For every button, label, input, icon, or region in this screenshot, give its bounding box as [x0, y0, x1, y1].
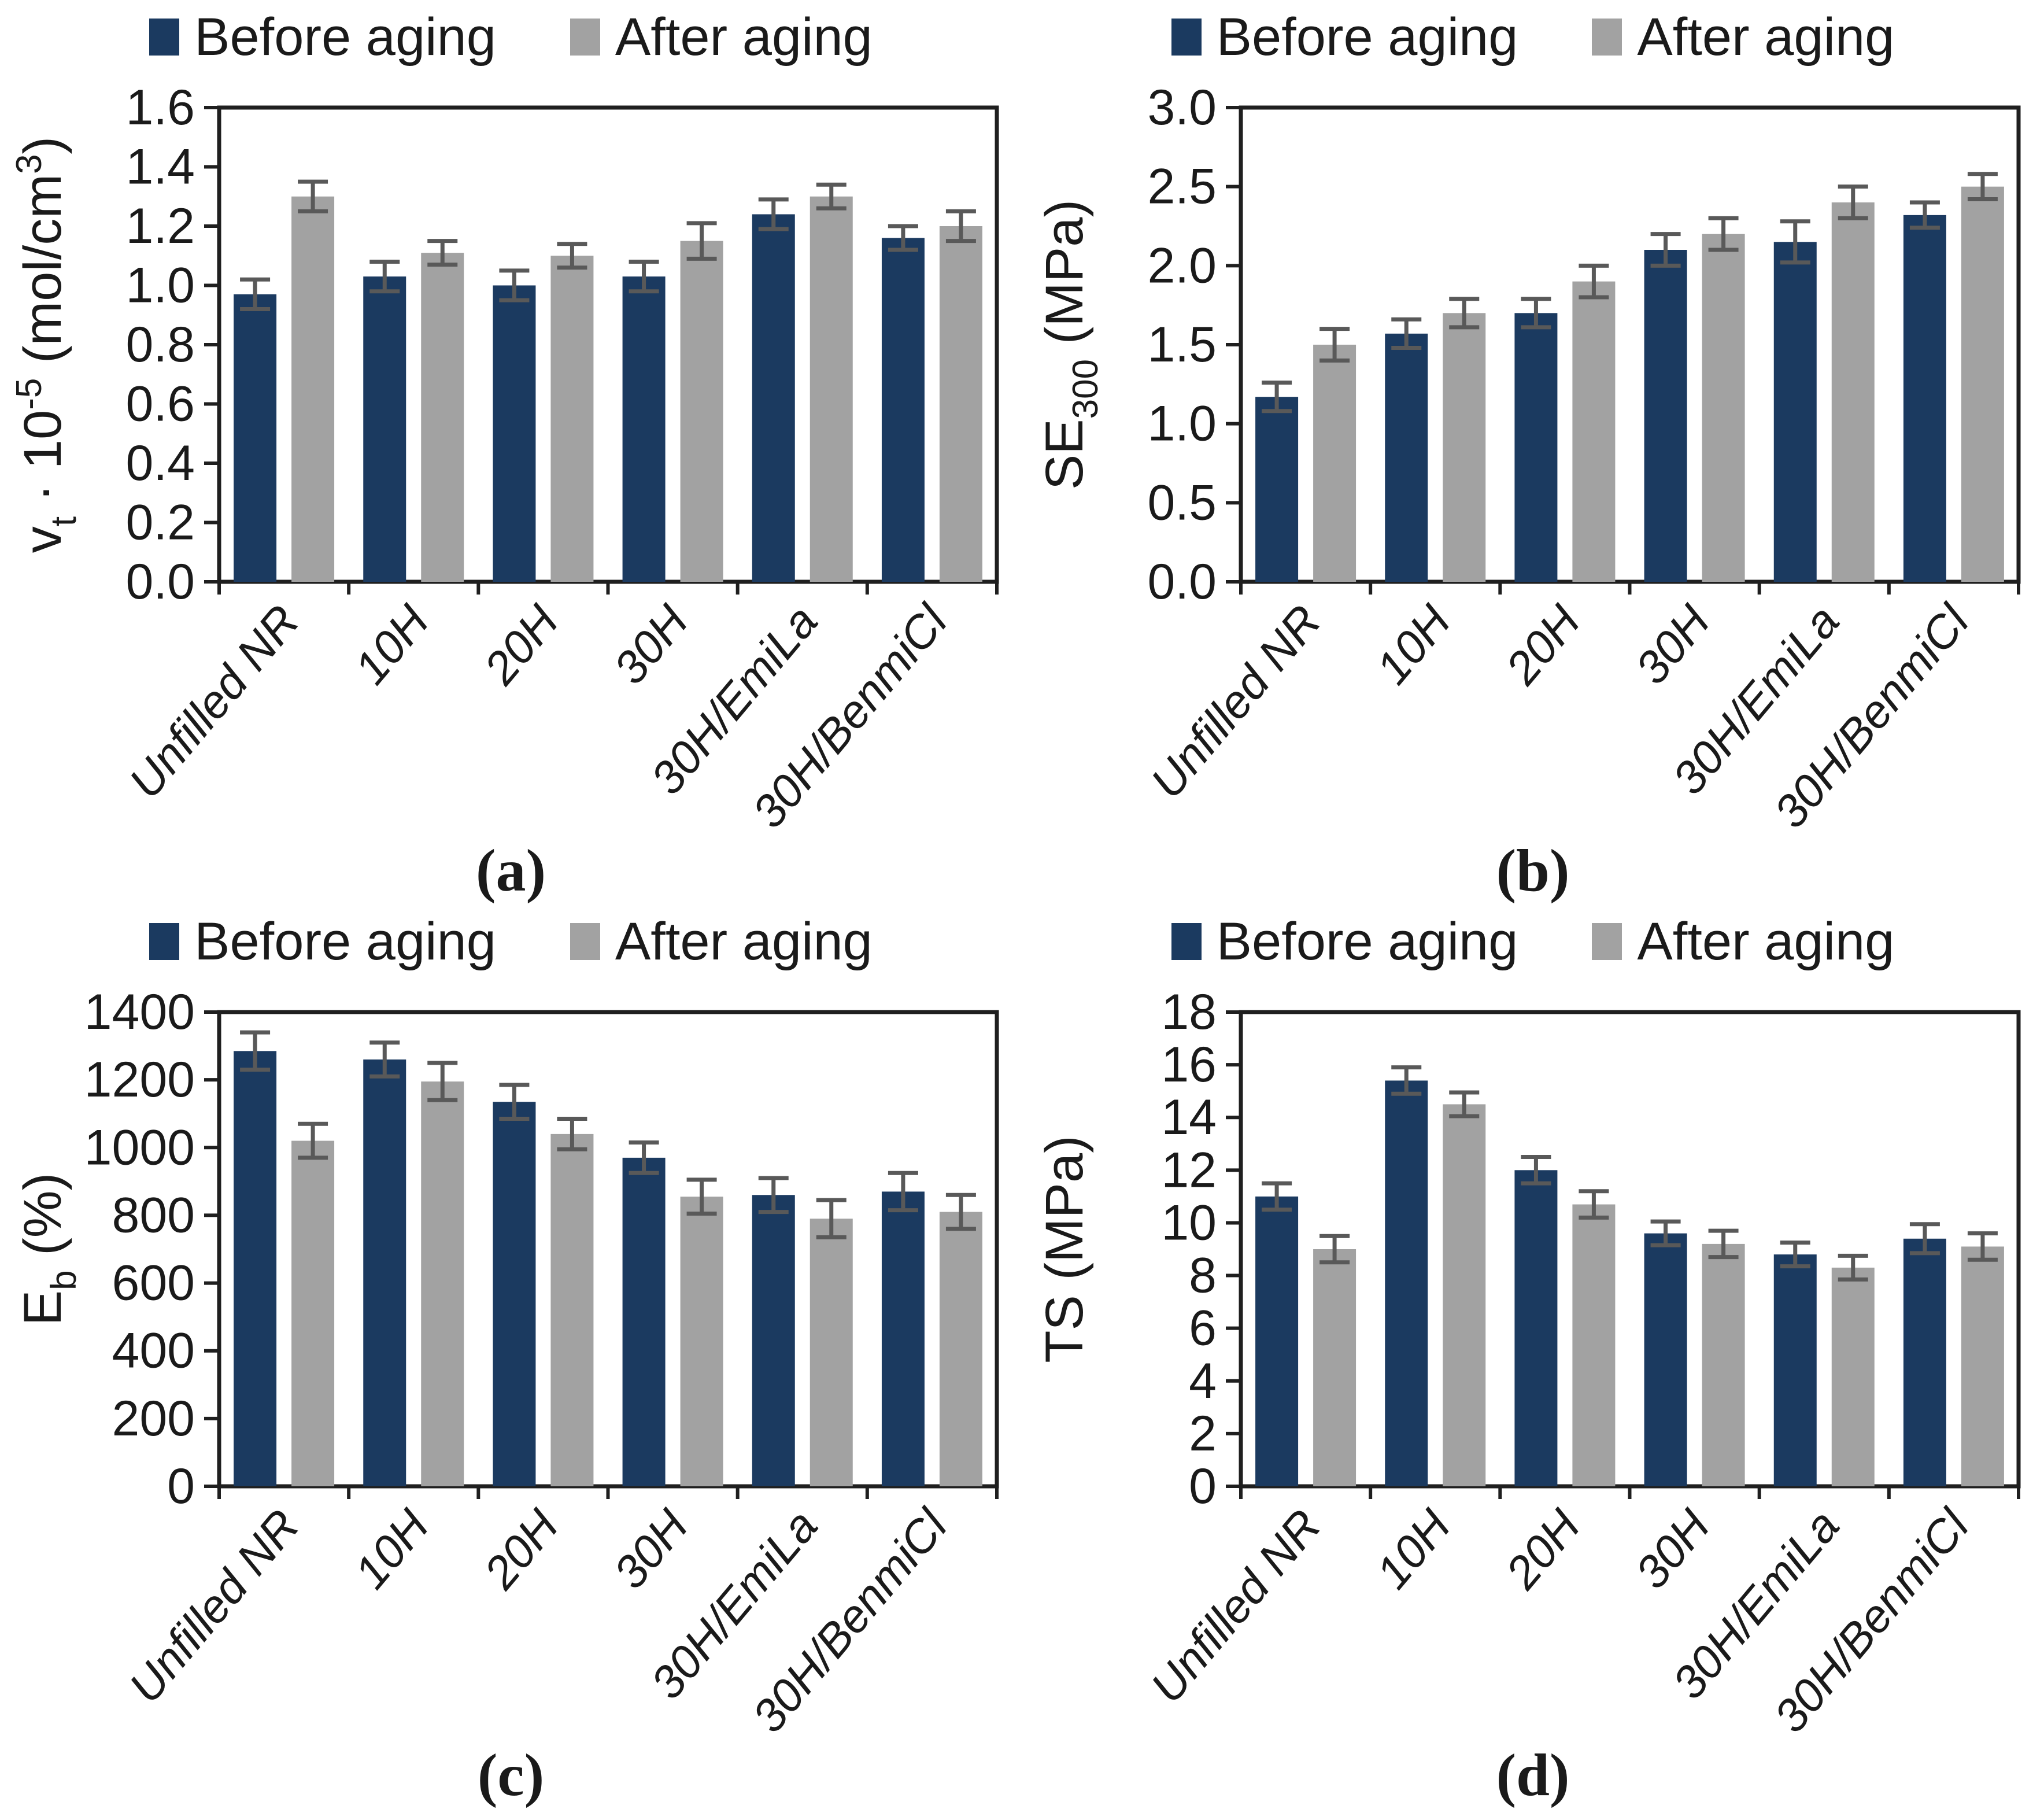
- svg-text:0: 0: [167, 1459, 195, 1514]
- svg-text:TS (MPa): TS (MPa): [1035, 1135, 1094, 1363]
- svg-text:10: 10: [1161, 1195, 1217, 1250]
- svg-text:10H: 10H: [1366, 1500, 1461, 1598]
- caption-d: (d): [1496, 1742, 1570, 1808]
- bar-chart-c: 0 200 400 600 800 1000 1200 1400 Eb (%) Unfilled …: [13, 984, 999, 1742]
- legend-item-after: After aging: [1592, 10, 1894, 64]
- svg-text:4: 4: [1189, 1353, 1217, 1409]
- svg-text:2.5: 2.5: [1147, 159, 1217, 215]
- svg-text:0: 0: [1189, 1459, 1217, 1514]
- svg-text:1000: 1000: [84, 1120, 194, 1175]
- svg-text:0.8: 0.8: [125, 317, 195, 372]
- svg-text:3.0: 3.0: [1147, 80, 1217, 135]
- before-aging-swatch: [149, 923, 180, 960]
- before-aging-swatch: [1171, 923, 1202, 960]
- legend-label-after: After aging: [615, 8, 873, 67]
- legend-d: Before aging After aging: [1171, 911, 1894, 972]
- svg-text:400: 400: [112, 1323, 195, 1379]
- caption-c: (c): [477, 1742, 545, 1808]
- svg-text:30H: 30H: [604, 596, 698, 694]
- legend-b: Before aging After aging: [1171, 7, 1894, 67]
- before-aging-swatch: [1171, 19, 1202, 56]
- svg-text:Eb (%): Eb (%): [13, 1173, 84, 1326]
- svg-text:18: 18: [1161, 984, 1217, 1040]
- panel-c: Before aging After aging 0 200 400 600 800 10…: [0, 904, 1022, 1809]
- legend-label-before: Before aging: [1216, 912, 1518, 971]
- svg-text:0.5: 0.5: [1147, 475, 1217, 530]
- svg-text:20H: 20H: [474, 1500, 568, 1599]
- legend-item-before: Before aging: [1171, 915, 1518, 968]
- svg-text:0.0: 0.0: [1147, 554, 1217, 610]
- legend-item-after: After aging: [570, 10, 873, 64]
- svg-text:600: 600: [112, 1256, 195, 1311]
- legend-c: Before aging After aging: [149, 911, 873, 972]
- svg-text:vt · 10-5 (mol/cm3): vt · 10-5 (mol/cm3): [11, 136, 84, 553]
- legend-label-before: Before aging: [1216, 8, 1518, 67]
- svg-text:Unfilled NR: Unfilled NR: [1141, 1500, 1330, 1712]
- before-aging-swatch: [149, 19, 180, 56]
- svg-text:1.0: 1.0: [125, 258, 195, 313]
- svg-text:8: 8: [1189, 1248, 1217, 1304]
- svg-text:0.2: 0.2: [125, 495, 195, 551]
- svg-text:1200: 1200: [84, 1052, 194, 1107]
- after-aging-swatch: [570, 923, 600, 960]
- svg-text:0.4: 0.4: [125, 435, 195, 491]
- svg-text:6: 6: [1189, 1301, 1217, 1356]
- legend-label-before: Before aging: [194, 8, 496, 67]
- svg-text:20H: 20H: [1495, 596, 1590, 695]
- caption-b: (b): [1496, 837, 1570, 904]
- legend-item-before: Before aging: [1171, 10, 1518, 64]
- svg-text:1.6: 1.6: [125, 80, 195, 135]
- panel-d: Before aging After aging 0 2 4 6 8 10 12 14 16 18…: [1022, 904, 2044, 1809]
- svg-text:10H: 10H: [344, 1500, 438, 1598]
- legend-item-after: After aging: [570, 915, 873, 968]
- svg-text:14: 14: [1161, 1090, 1217, 1145]
- svg-text:30H: 30H: [604, 1500, 698, 1598]
- svg-text:30H: 30H: [1625, 1500, 1720, 1598]
- svg-text:200: 200: [112, 1391, 195, 1446]
- svg-text:1.2: 1.2: [125, 198, 195, 254]
- legend-a: Before aging After aging: [149, 7, 873, 67]
- svg-text:Unfilled NR: Unfilled NR: [119, 1500, 308, 1712]
- legend-item-before: Before aging: [149, 10, 496, 64]
- svg-text:0.0: 0.0: [125, 554, 195, 610]
- legend-item-before: Before aging: [149, 915, 496, 968]
- svg-text:Unfilled NR: Unfilled NR: [1141, 596, 1330, 808]
- svg-text:10H: 10H: [1366, 596, 1461, 694]
- after-aging-swatch: [1592, 923, 1622, 960]
- legend-label-after: After aging: [1637, 912, 1895, 971]
- svg-text:SE300 (MPa): SE300 (MPa): [1035, 200, 1106, 490]
- after-aging-swatch: [1592, 19, 1622, 56]
- svg-text:1.4: 1.4: [125, 139, 195, 195]
- svg-text:2: 2: [1189, 1406, 1217, 1461]
- svg-text:1.0: 1.0: [1147, 396, 1217, 452]
- svg-text:16: 16: [1161, 1037, 1217, 1092]
- panel-a: Before aging After aging 0.0 0.2 0.4 0.6 0.8…: [0, 0, 1022, 904]
- svg-text:30H: 30H: [1625, 596, 1720, 694]
- bar-chart-b: 0.0 0.5 1.0 1.5 2.0 2.5 3.0 SE300 (MPa) Unfilled…: [1035, 80, 2021, 837]
- svg-text:800: 800: [112, 1187, 195, 1243]
- after-aging-swatch: [570, 19, 600, 56]
- svg-text:12: 12: [1161, 1142, 1217, 1198]
- legend-item-after: After aging: [1592, 915, 1894, 968]
- bar-chart-a: 0.00.20.40.60.81.01.21.41.6 vt · 10-5 (mo…: [11, 80, 999, 837]
- legend-label-after: After aging: [1637, 8, 1895, 67]
- svg-text:1.5: 1.5: [1147, 317, 1217, 372]
- legend-label-after: After aging: [615, 912, 873, 971]
- svg-text:20H: 20H: [474, 596, 568, 695]
- svg-text:10H: 10H: [344, 596, 438, 694]
- panel-b: Before aging After aging 0.0 0.5 1.0 1.5 2.0…: [1022, 0, 2044, 904]
- legend-label-before: Before aging: [194, 912, 496, 971]
- svg-text:2.0: 2.0: [1147, 238, 1217, 293]
- svg-text:1400: 1400: [84, 984, 194, 1040]
- caption-a: (a): [475, 837, 546, 904]
- svg-text:0.6: 0.6: [125, 376, 195, 432]
- svg-text:20H: 20H: [1495, 1500, 1590, 1599]
- svg-text:Unfilled NR: Unfilled NR: [119, 596, 308, 808]
